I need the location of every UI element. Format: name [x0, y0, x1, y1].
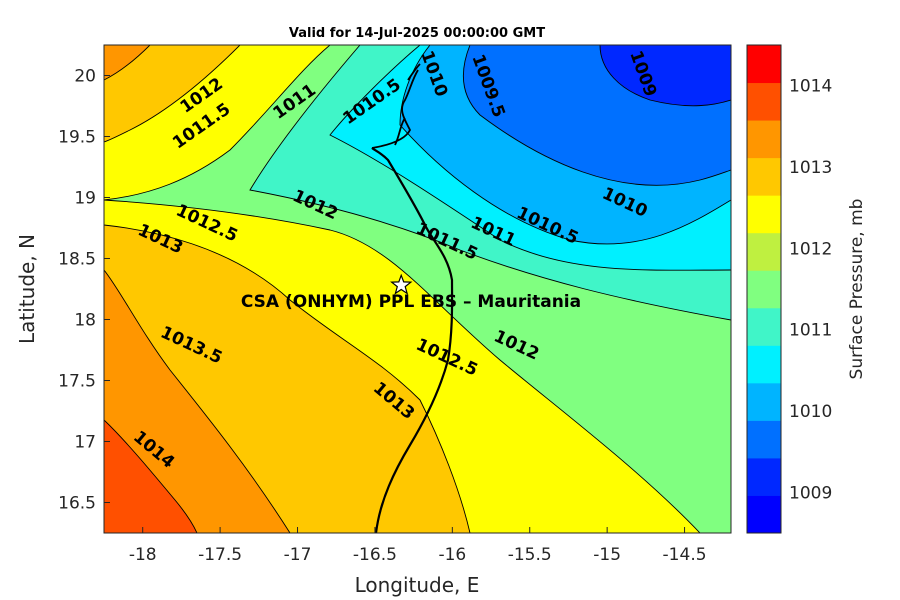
contour-line — [104, 45, 241, 143]
contour-line — [599, 45, 731, 107]
colorbar-segment — [747, 45, 781, 84]
band-1014 — [104, 420, 197, 533]
colorbar-segment — [747, 495, 781, 534]
y-tick-label: 19.5 — [58, 128, 96, 148]
colorbar-segment — [747, 457, 781, 496]
contour-line — [463, 45, 731, 186]
x-tick-label: -17 — [284, 545, 312, 565]
colorbar-frame — [746, 44, 782, 534]
x-tick-label: -16 — [438, 545, 466, 565]
y-tick-label: 18 — [74, 311, 96, 331]
colorbar-tick-label: 1012 — [789, 239, 832, 259]
colorbar-segment — [747, 382, 781, 421]
colorbar-segment — [747, 232, 781, 271]
contour-line — [399, 45, 731, 245]
y-tick-label: 17 — [74, 433, 96, 453]
colorbar-label: Surface Pressure, mb — [847, 199, 867, 380]
contour-line — [249, 45, 731, 321]
site-label: CSA (ONHYM) PPL EBS – Mauritania — [241, 292, 581, 312]
colorbar-tick-label: 1009 — [789, 483, 832, 503]
colorbar-segment — [747, 420, 781, 459]
x-tick-label: -16.5 — [353, 545, 397, 565]
colorbar-segment — [747, 157, 781, 196]
colorbar-segment — [747, 345, 781, 384]
x-axis-ticks: -18 -17.5 -17 -16.5 -16 -15.5 -15 -14.5 — [129, 527, 707, 565]
colorbar-tick-label: 1011 — [789, 321, 832, 341]
x-tick-label: -14.5 — [663, 545, 707, 565]
colorbar — [747, 45, 781, 534]
colorbar-tick-label: 1010 — [789, 402, 832, 422]
contour-line — [104, 224, 471, 533]
contour-line — [104, 45, 151, 81]
band-1013-5 — [104, 270, 290, 533]
map-title: Valid for 14-Jul-2025 00:00:00 GMT — [289, 26, 545, 41]
coastline — [371, 147, 454, 533]
plot-frame — [103, 44, 732, 534]
y-tick-label: 20 — [74, 67, 96, 87]
y-tick-label: 16.5 — [58, 494, 96, 514]
coastline-islands — [371, 63, 421, 149]
y-tick-label: 19 — [74, 189, 96, 209]
colorbar-segment — [747, 195, 781, 234]
y-axis-ticks: 16.5 17 17.5 18 18.5 19 19.5 20 — [58, 67, 110, 514]
contour-line — [104, 199, 701, 533]
x-tick-label: -15 — [593, 545, 621, 565]
x-tick-label: -17.5 — [198, 545, 242, 565]
band-1009-5 — [600, 45, 731, 106]
contour-line — [329, 45, 731, 271]
x-tick-label: -18 — [129, 545, 157, 565]
y-axis-label: Latitude, N — [15, 234, 39, 344]
contour-line — [104, 45, 331, 201]
colorbar-ticks: 1009 1010 1011 1012 1013 1014 — [789, 77, 832, 504]
contour-lines — [104, 45, 731, 533]
x-axis-label: Longitude, E — [355, 573, 480, 597]
colorbar-tick-label: 1014 — [789, 77, 832, 97]
site-marker-group[interactable]: CSA (ONHYM) PPL EBS – Mauritania — [241, 273, 581, 312]
site-star-icon[interactable] — [390, 273, 413, 295]
colorbar-segment — [747, 270, 781, 309]
contour-line — [104, 419, 198, 533]
colorbar-segment — [747, 120, 781, 159]
y-tick-label: 18.5 — [58, 250, 96, 270]
band-nw-1013 — [104, 45, 240, 142]
x-tick-label: -15.5 — [508, 545, 552, 565]
colorbar-segment — [747, 307, 781, 346]
map-plot-area[interactable] — [104, 45, 731, 533]
y-tick-label: 17.5 — [58, 372, 96, 392]
colorbar-tick-label: 1013 — [789, 158, 832, 178]
contour-line — [104, 269, 291, 533]
colorbar-segment — [747, 82, 781, 121]
band-nw-1013-5 — [104, 45, 150, 80]
